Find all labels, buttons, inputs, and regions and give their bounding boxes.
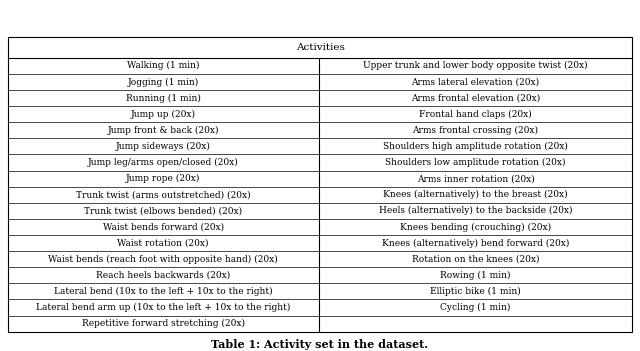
Text: Trunk twist (elbows bended) (20x): Trunk twist (elbows bended) (20x) (84, 206, 243, 216)
Text: Jump leg/arms open/closed (20x): Jump leg/arms open/closed (20x) (88, 158, 239, 167)
Text: Arms frontal crossing (20x): Arms frontal crossing (20x) (413, 126, 538, 135)
Text: Table 1: Activity set in the dataset.: Table 1: Activity set in the dataset. (211, 339, 429, 350)
Text: Jump up (20x): Jump up (20x) (131, 110, 196, 119)
Text: Elliptic bike (1 min): Elliptic bike (1 min) (430, 287, 521, 296)
Text: Arms inner rotation (20x): Arms inner rotation (20x) (417, 174, 534, 183)
Text: Activities: Activities (296, 43, 344, 52)
Text: Knees bending (crouching) (20x): Knees bending (crouching) (20x) (400, 223, 551, 232)
Text: Frontal hand claps (20x): Frontal hand claps (20x) (419, 110, 532, 119)
Text: Jogging (1 min): Jogging (1 min) (127, 78, 199, 87)
Text: Rotation on the knees (20x): Rotation on the knees (20x) (412, 255, 540, 264)
Text: Upper trunk and lower body opposite twist (20x): Upper trunk and lower body opposite twis… (364, 61, 588, 71)
Text: Waist bends (reach foot with opposite hand) (20x): Waist bends (reach foot with opposite ha… (49, 254, 278, 264)
Text: Knees (alternatively) to the breast (20x): Knees (alternatively) to the breast (20x… (383, 190, 568, 199)
Text: Rowing (1 min): Rowing (1 min) (440, 271, 511, 280)
Text: Lateral bend (10x to the left + 10x to the right): Lateral bend (10x to the left + 10x to t… (54, 287, 273, 296)
Text: Shoulders high amplitude rotation (20x): Shoulders high amplitude rotation (20x) (383, 142, 568, 151)
Text: Reach heels backwards (20x): Reach heels backwards (20x) (96, 271, 230, 280)
Text: Shoulders low amplitude rotation (20x): Shoulders low amplitude rotation (20x) (385, 158, 566, 167)
Text: Walking (1 min): Walking (1 min) (127, 61, 200, 71)
Text: Trunk twist (arms outstretched) (20x): Trunk twist (arms outstretched) (20x) (76, 190, 250, 199)
Text: Repetitive forward stretching (20x): Repetitive forward stretching (20x) (82, 319, 244, 328)
Text: Heels (alternatively) to the backside (20x): Heels (alternatively) to the backside (2… (379, 206, 572, 216)
Text: Jump front & back (20x): Jump front & back (20x) (108, 126, 219, 135)
Text: Knees (alternatively) bend forward (20x): Knees (alternatively) bend forward (20x) (382, 239, 569, 248)
Text: Lateral bend arm up (10x to the left + 10x to the right): Lateral bend arm up (10x to the left + 1… (36, 303, 291, 312)
Text: Arms frontal elevation (20x): Arms frontal elevation (20x) (411, 94, 540, 102)
Text: Jump rope (20x): Jump rope (20x) (126, 174, 200, 183)
Text: Cycling (1 min): Cycling (1 min) (440, 303, 511, 312)
Text: Jump sideways (20x): Jump sideways (20x) (116, 142, 211, 151)
Text: Waist rotation (20x): Waist rotation (20x) (118, 239, 209, 247)
Text: Arms lateral elevation (20x): Arms lateral elevation (20x) (412, 78, 540, 86)
Text: Running (1 min): Running (1 min) (126, 93, 200, 102)
Text: Waist bends forward (20x): Waist bends forward (20x) (102, 223, 224, 231)
